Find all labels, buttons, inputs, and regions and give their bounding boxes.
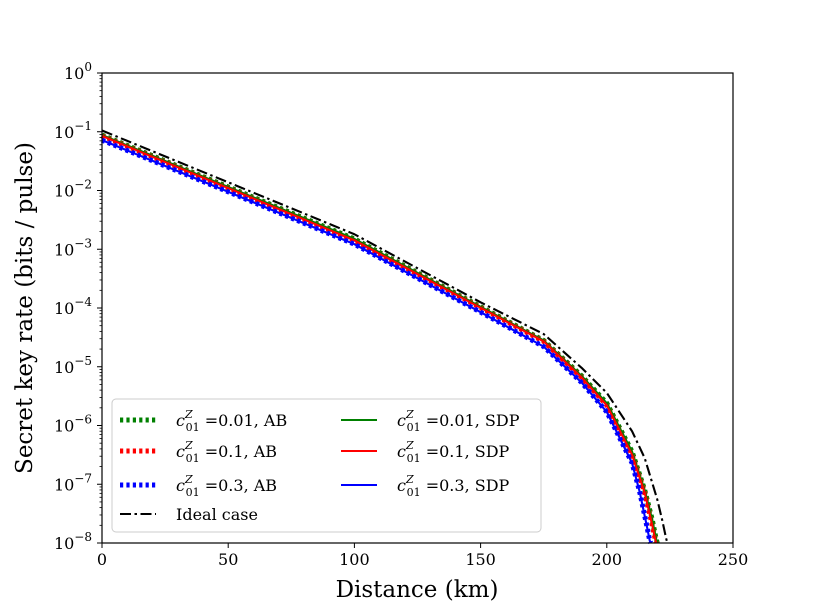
- y-tick-label: 10−1: [54, 119, 92, 142]
- x-tick-label: 100: [339, 550, 370, 569]
- legend-entry-3: cZ 01 =0.01, SDP: [397, 408, 520, 434]
- y-tick-label: 10−5: [54, 354, 92, 377]
- tick-layer: 0 50 100 150 200 250 100 10−1 10−2 10−3 10−4 10−5 10…: [54, 60, 748, 569]
- y-tick-label: 10−4: [54, 295, 92, 318]
- legend-entry-5: cZ 01 =0.3, SDP: [397, 473, 510, 499]
- x-tick-label: 250: [718, 550, 749, 569]
- y-axis-label: Secret key rate (bits / pulse): [12, 142, 38, 474]
- series-line-6: [101, 129, 669, 544]
- y-tick-label: 100: [64, 60, 92, 83]
- x-tick-label: 0: [97, 550, 107, 569]
- legend-entry-1: cZ 01 =0.1, AB: [176, 439, 277, 465]
- y-tick-label: 10−8: [54, 530, 92, 553]
- x-axis-label: Distance (km): [336, 577, 499, 603]
- y-tick-label: 10−6: [54, 413, 92, 436]
- legend-entry-6: Ideal case: [176, 505, 258, 524]
- legend: cZ 01 =0.01, AB cZ 01 =0.1, AB cZ 01 =0.3, AB…: [111, 398, 542, 533]
- legend-entry-4: cZ 01 =0.1, SDP: [397, 439, 510, 465]
- y-tick-label: 10−2: [54, 178, 92, 201]
- y-tick-label: 10−7: [54, 471, 92, 494]
- legend-entry-2: cZ 01 =0.3, AB: [176, 473, 277, 499]
- x-tick-label: 200: [592, 550, 623, 569]
- y-tick-label: 10−3: [54, 236, 92, 259]
- legend-entry-0: cZ 01 =0.01, AB: [176, 408, 287, 434]
- series-line-4: [101, 134, 658, 544]
- x-tick-label: 150: [465, 550, 496, 569]
- series-line-3: [101, 134, 659, 544]
- legend-box: [111, 398, 542, 533]
- series-line-5: [101, 139, 652, 544]
- x-tick-label: 50: [218, 550, 238, 569]
- series-layer: [101, 129, 669, 544]
